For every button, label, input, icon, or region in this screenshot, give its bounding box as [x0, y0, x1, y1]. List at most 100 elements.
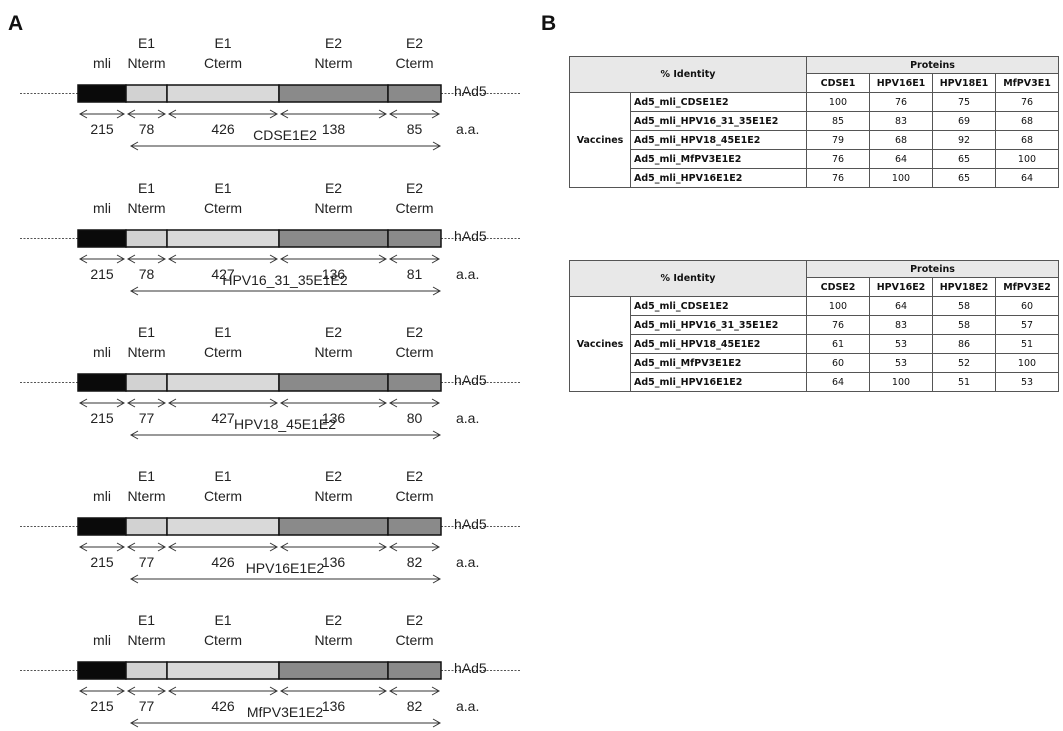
- gene-segment: [125, 229, 168, 248]
- arrowhead: [78, 109, 88, 119]
- segment-label-line: Cterm: [395, 632, 433, 648]
- column-header: MfPV3E2: [995, 277, 1059, 297]
- segment-label-line: E2: [406, 35, 423, 51]
- vector-label: hAd5: [454, 516, 487, 532]
- arrowhead: [388, 398, 398, 408]
- segment-label-line: Cterm: [395, 488, 433, 504]
- column-header: HPV16E2: [869, 277, 933, 297]
- arrowhead: [432, 286, 442, 296]
- segment-length: 136: [322, 266, 346, 282]
- segment-length: 136: [322, 410, 346, 426]
- segment-label: E1 Nterm: [127, 180, 165, 216]
- segment-label-line: Nterm: [314, 488, 352, 504]
- arrowhead: [279, 686, 289, 696]
- segment-label-line: E2: [325, 612, 342, 628]
- arrowhead: [388, 254, 398, 264]
- gene-segment: [77, 373, 127, 392]
- identity-value: 92: [932, 130, 996, 150]
- segment-label-line: E1: [138, 35, 155, 51]
- identity-value: 58: [932, 315, 996, 335]
- arrowhead: [167, 254, 177, 264]
- segment-length: 427: [211, 266, 235, 282]
- vaccine-name: Ad5_mli_MfPV3E1E2: [630, 353, 807, 373]
- construct-name: HPV18_45E1E2: [234, 416, 336, 432]
- arrowhead: [432, 430, 442, 440]
- segment-label: E1 Nterm: [127, 35, 165, 71]
- segment-length: 80: [407, 410, 423, 426]
- arrowhead: [157, 686, 167, 696]
- identity-value: 100: [869, 168, 933, 188]
- construct-name: HPV16_31_35E1E2: [222, 272, 348, 288]
- segment-label: E2 Cterm: [395, 180, 433, 216]
- identity-value: 58: [932, 296, 996, 316]
- panel-label-b: B: [541, 12, 557, 35]
- arrowhead: [432, 141, 442, 151]
- column-header: HPV18E1: [932, 73, 996, 93]
- arrowhead: [116, 109, 126, 119]
- segment-label: E1 Nterm: [127, 468, 165, 504]
- unit-label: a.a.: [456, 121, 479, 137]
- identity-value: 53: [995, 372, 1059, 392]
- arrowhead: [431, 398, 441, 408]
- segment-label-line: Nterm: [127, 55, 165, 71]
- arrowhead: [388, 542, 398, 552]
- segment-label: E1 Nterm: [127, 612, 165, 648]
- identity-value: 60: [995, 296, 1059, 316]
- identity-value: 51: [932, 372, 996, 392]
- identity-value: 85: [806, 111, 870, 131]
- vector-label: hAd5: [454, 228, 487, 244]
- construct-name: MfPV3E1E2: [247, 704, 323, 720]
- vaccine-name: Ad5_mli_HPV16E1E2: [630, 168, 807, 188]
- segment-label: E2 Cterm: [395, 35, 433, 71]
- vaccine-name: Ad5_mli_HPV16E1E2: [630, 372, 807, 392]
- gene-segment: [77, 517, 127, 536]
- identity-value: 100: [806, 296, 870, 316]
- arrowhead: [378, 109, 388, 119]
- segment-label-line: Cterm: [204, 488, 242, 504]
- segment-label: mli: [93, 200, 111, 216]
- column-header: HPV18E2: [932, 277, 996, 297]
- segment-label: E1 Cterm: [204, 35, 242, 71]
- identity-value: 61: [806, 334, 870, 354]
- arrowhead: [126, 109, 136, 119]
- arrowhead: [116, 398, 126, 408]
- table-row: Ad5_mli_MfPV3E1E2 76 64 65 100: [570, 149, 1059, 169]
- gene-segment: [77, 84, 127, 103]
- segment-label-line: Cterm: [395, 55, 433, 71]
- vaccines-header: Vaccines: [569, 296, 631, 392]
- segment-label-line: Nterm: [127, 488, 165, 504]
- gene-segment: [77, 229, 127, 248]
- arrowhead: [378, 398, 388, 408]
- segment-length: 426: [211, 554, 235, 570]
- arrowhead: [432, 718, 442, 728]
- segment-length: 136: [322, 554, 346, 570]
- segment-label: E2 Nterm: [314, 612, 352, 648]
- segment-label-line: Nterm: [314, 632, 352, 648]
- segment-label-line: Cterm: [204, 200, 242, 216]
- segment-label-line: E1: [214, 180, 231, 196]
- segment-label-line: E1: [138, 324, 155, 340]
- segment-label: E2 Nterm: [314, 180, 352, 216]
- identity-value: 76: [806, 168, 870, 188]
- segment-label-line: Nterm: [314, 344, 352, 360]
- segment-length: 78: [139, 121, 155, 137]
- gene-segment: [387, 84, 442, 103]
- gene-segment: [387, 229, 442, 248]
- arrowhead: [378, 542, 388, 552]
- segment-label: mli: [93, 488, 111, 504]
- segment-label: E1 Cterm: [204, 180, 242, 216]
- proteins-header: Proteins: [806, 260, 1059, 278]
- segment-label-line: Nterm: [314, 200, 352, 216]
- gene-segment: [166, 517, 280, 536]
- construct-diagram-svg: mli 215 E1 Nterm 78 E1 Cterm 426 E2 Nterm 138 E2 Cte…: [20, 35, 520, 728]
- arrowhead: [129, 430, 139, 440]
- arrowhead: [78, 398, 88, 408]
- segment-length: 82: [407, 698, 423, 714]
- identity-value: 57: [995, 315, 1059, 335]
- segment-label: E2 Cterm: [395, 468, 433, 504]
- column-header: CDSE1: [806, 73, 870, 93]
- gene-segment: [278, 229, 389, 248]
- identity-value: 83: [869, 111, 933, 131]
- segment-label: E2 Nterm: [314, 468, 352, 504]
- arrowhead: [388, 686, 398, 696]
